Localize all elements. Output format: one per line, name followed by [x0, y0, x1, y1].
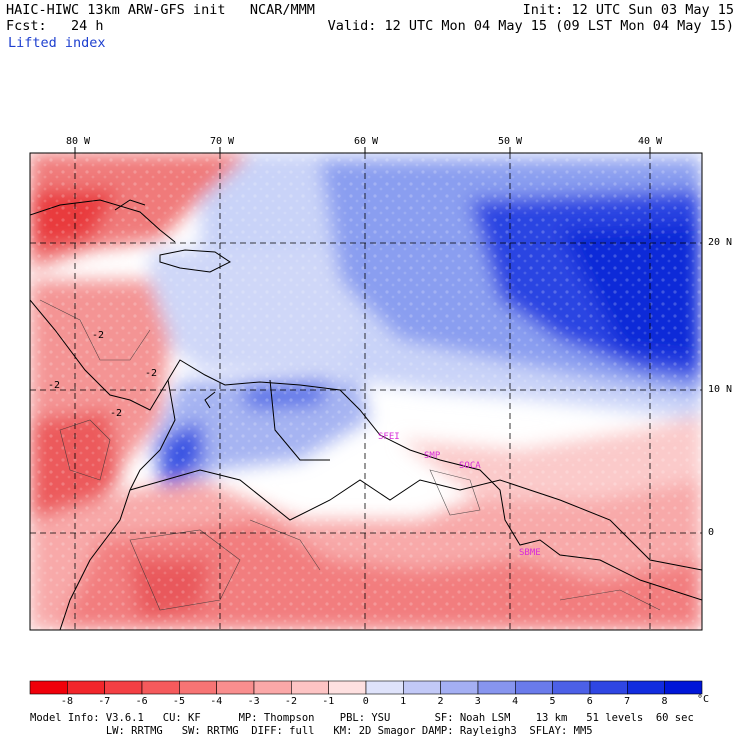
contour-label: -2: [110, 408, 123, 419]
init-time: Init: 12 UTC Sun 03 May 15: [522, 2, 734, 18]
lon-label-50w: 50 W: [498, 136, 523, 147]
colorbar-tick-label: 3: [474, 696, 481, 707]
lon-label-80w: 80 W: [66, 136, 91, 147]
colorbar-tick-label: -4: [210, 696, 223, 707]
colorbar-swatch: [403, 680, 441, 695]
colorbar-swatch: [552, 680, 591, 695]
colorbar-swatch: [29, 680, 68, 695]
station-sbme: SBME: [519, 548, 541, 558]
colorbar-swatch: [477, 680, 516, 695]
colorbar-unit: °C: [697, 694, 710, 705]
colorbar-swatch: [253, 680, 292, 695]
colorbar-tick-label: -3: [247, 696, 260, 707]
lat-label-0: 0: [708, 527, 715, 538]
lon-label-60w: 60 W: [354, 136, 379, 147]
colorbar-swatch: [104, 680, 143, 695]
colorbar-tick-label: 0: [362, 696, 369, 707]
colorbar-swatch: [328, 680, 367, 695]
colorbar-swatch: [664, 680, 703, 695]
colorbar-tick-label: 2: [437, 696, 444, 707]
model-info-line1: Model Info: V3.6.1 CU: KF MP: Thompson P…: [30, 712, 694, 724]
colorbar-tick-label: 1: [400, 696, 407, 707]
colorbar-swatch: [365, 680, 404, 695]
model-info-line2: LW: RRTMG SW: RRTMG DIFF: full KM: 2D Sm…: [30, 725, 593, 737]
colorbar-swatch: [515, 680, 553, 695]
colorbar-swatch: [440, 680, 479, 695]
colorbar-tick-label: -5: [172, 696, 185, 707]
forecast-hour: Fcst: 24 h: [6, 18, 104, 34]
colorbar-tick-label: 4: [512, 696, 519, 707]
colorbar-tick-label: -6: [135, 696, 148, 707]
lon-label-70w: 70 W: [210, 136, 235, 147]
colorbar-tick-label: 8: [661, 696, 668, 707]
colorbar-tick-label: -1: [322, 696, 335, 707]
station-soca: SOCA: [459, 461, 481, 471]
top-ticks: [74, 147, 651, 153]
station-smp: SMP: [424, 451, 441, 461]
contour-label: -2: [92, 330, 105, 341]
colorbar-swatch: [627, 680, 665, 695]
colorbar-tick-label: 6: [586, 696, 593, 707]
colorbar-tick-label: 5: [549, 696, 556, 707]
lon-label-40w: 40 W: [638, 136, 663, 147]
colorbar-swatch: [589, 680, 628, 695]
contour-label: -2: [145, 368, 158, 379]
colorbar-swatch: [141, 680, 180, 695]
colorbar-tick-label: -7: [98, 696, 111, 707]
station-sfei: SFEI: [378, 432, 400, 442]
shaded-field: [30, 153, 702, 630]
map-frame: [29, 152, 703, 631]
colorbar-swatch: [216, 680, 255, 695]
contours: [39, 299, 661, 611]
model-title: HAIC-HIWC 13km ARW-GFS init NCAR/MMM: [6, 2, 315, 18]
valid-time: Valid: 12 UTC Mon 04 May 15 (09 LST Mon …: [327, 18, 734, 34]
colorbar-swatch: [291, 680, 329, 695]
lat-label-10n: 10 N: [708, 384, 733, 395]
colorbar-tick-label: 7: [624, 696, 631, 707]
graticule: [30, 153, 702, 630]
coastlines: [30, 199, 702, 630]
colorbar-tick-label: -8: [60, 696, 73, 707]
colorbar-swatch: [179, 680, 217, 695]
lat-label-20n: 20 N: [708, 237, 733, 248]
contour-label: -2: [48, 380, 61, 391]
colorbar-swatch: [67, 680, 105, 695]
colorbar-tick-label: -2: [284, 696, 297, 707]
field-name: Lifted index: [8, 35, 106, 51]
